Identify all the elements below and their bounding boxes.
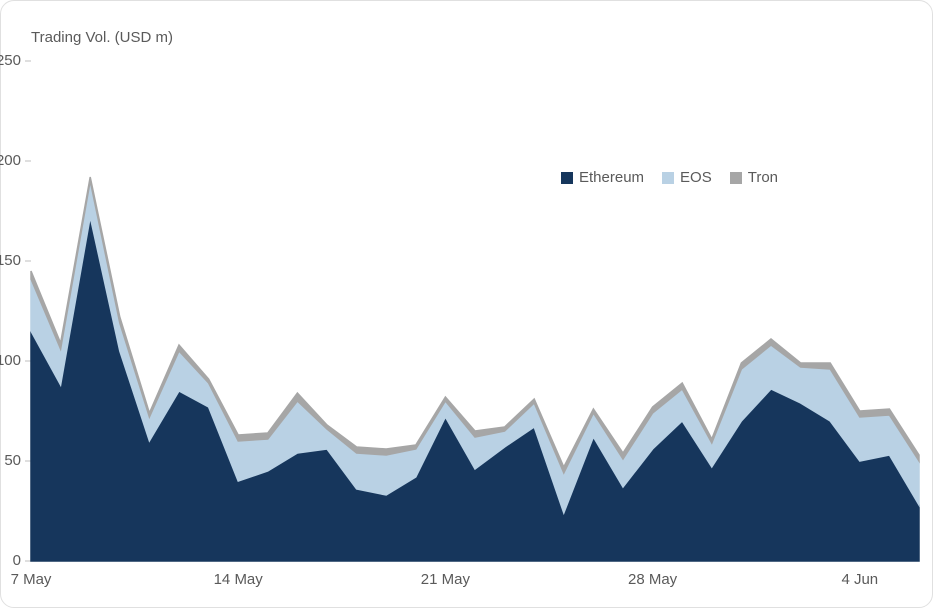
y-tick-label: 150: [0, 252, 21, 269]
x-tick-label: 7 May: [11, 571, 52, 588]
legend-label: Ethereum: [579, 169, 644, 186]
area-chart: Trading Vol. (USD m) 050100150200250 7 M…: [1, 1, 932, 607]
legend: Ethereum EOS Tron: [561, 169, 778, 186]
chart-card: Trading Vol. (USD m) 050100150200250 7 M…: [0, 0, 933, 608]
y-tick-label: 100: [0, 352, 21, 369]
x-tick-label: 28 May: [628, 571, 677, 588]
legend-item-eos: EOS: [662, 169, 712, 186]
legend-label: Tron: [748, 169, 778, 186]
legend-label: EOS: [680, 169, 712, 186]
legend-swatch-icon: [662, 172, 674, 184]
legend-swatch-icon: [730, 172, 742, 184]
x-tick-label: 4 Jun: [841, 571, 878, 588]
legend-item-tron: Tron: [730, 169, 778, 186]
x-tick-label: 21 May: [421, 571, 470, 588]
y-tick-label: 50: [0, 452, 21, 469]
x-tick-label: 14 May: [214, 571, 263, 588]
legend-item-ethereum: Ethereum: [561, 169, 644, 186]
y-tick-label: 200: [0, 152, 21, 169]
y-tick-label: 0: [0, 552, 21, 569]
chart-svg: [1, 1, 933, 609]
y-tick-label: 250: [0, 52, 21, 69]
legend-swatch-icon: [561, 172, 573, 184]
